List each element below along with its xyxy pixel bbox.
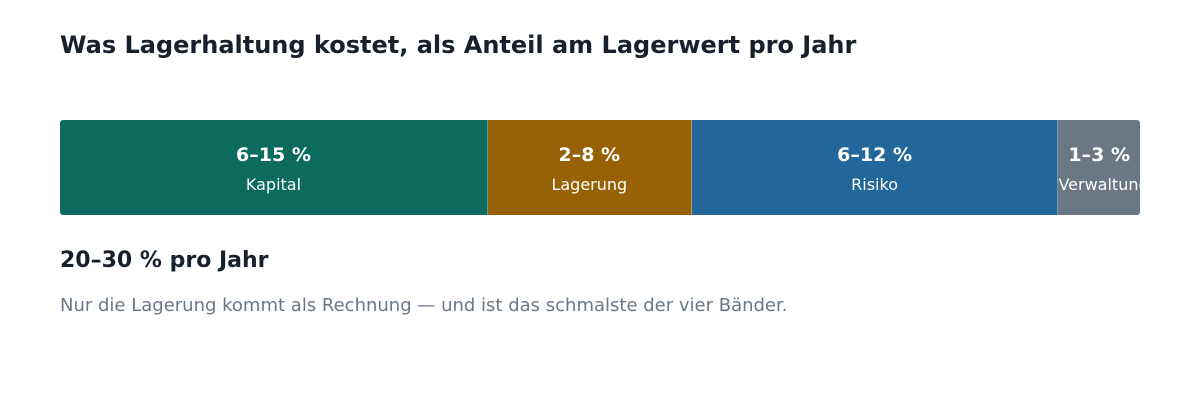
segment-value: 6–12 % (837, 144, 912, 166)
segment-value: 1–3 % (1068, 144, 1131, 166)
segment-label: Verwaltung (1058, 175, 1140, 194)
stacked-cost-bar: 6–15 % Kapital 2–8 % Lagerung 6–12 % Risiko 1–… (60, 120, 1140, 215)
bar-segment-verwaltung: 1–3 % Verwaltung (1058, 120, 1140, 215)
segment-value: 2–8 % (558, 144, 621, 166)
bar-segment-risiko: 6–12 % Risiko (691, 120, 1059, 215)
segment-label: Lagerung (551, 175, 628, 194)
chart-title: Was Lagerhaltung kostet, als Anteil am L… (60, 31, 857, 59)
segment-label: Kapital (245, 175, 302, 194)
total-cost: 20–30 % pro Jahr (60, 248, 269, 273)
bar-segment-lagerung: 2–8 % Lagerung (487, 120, 692, 215)
segment-label: Risiko (851, 175, 898, 194)
bar-segment-kapital: 6–15 % Kapital (60, 120, 488, 215)
segment-value: 6–15 % (236, 144, 311, 166)
chart-note: Nur die Lagerung kommt als Rechnung — un… (60, 295, 788, 316)
